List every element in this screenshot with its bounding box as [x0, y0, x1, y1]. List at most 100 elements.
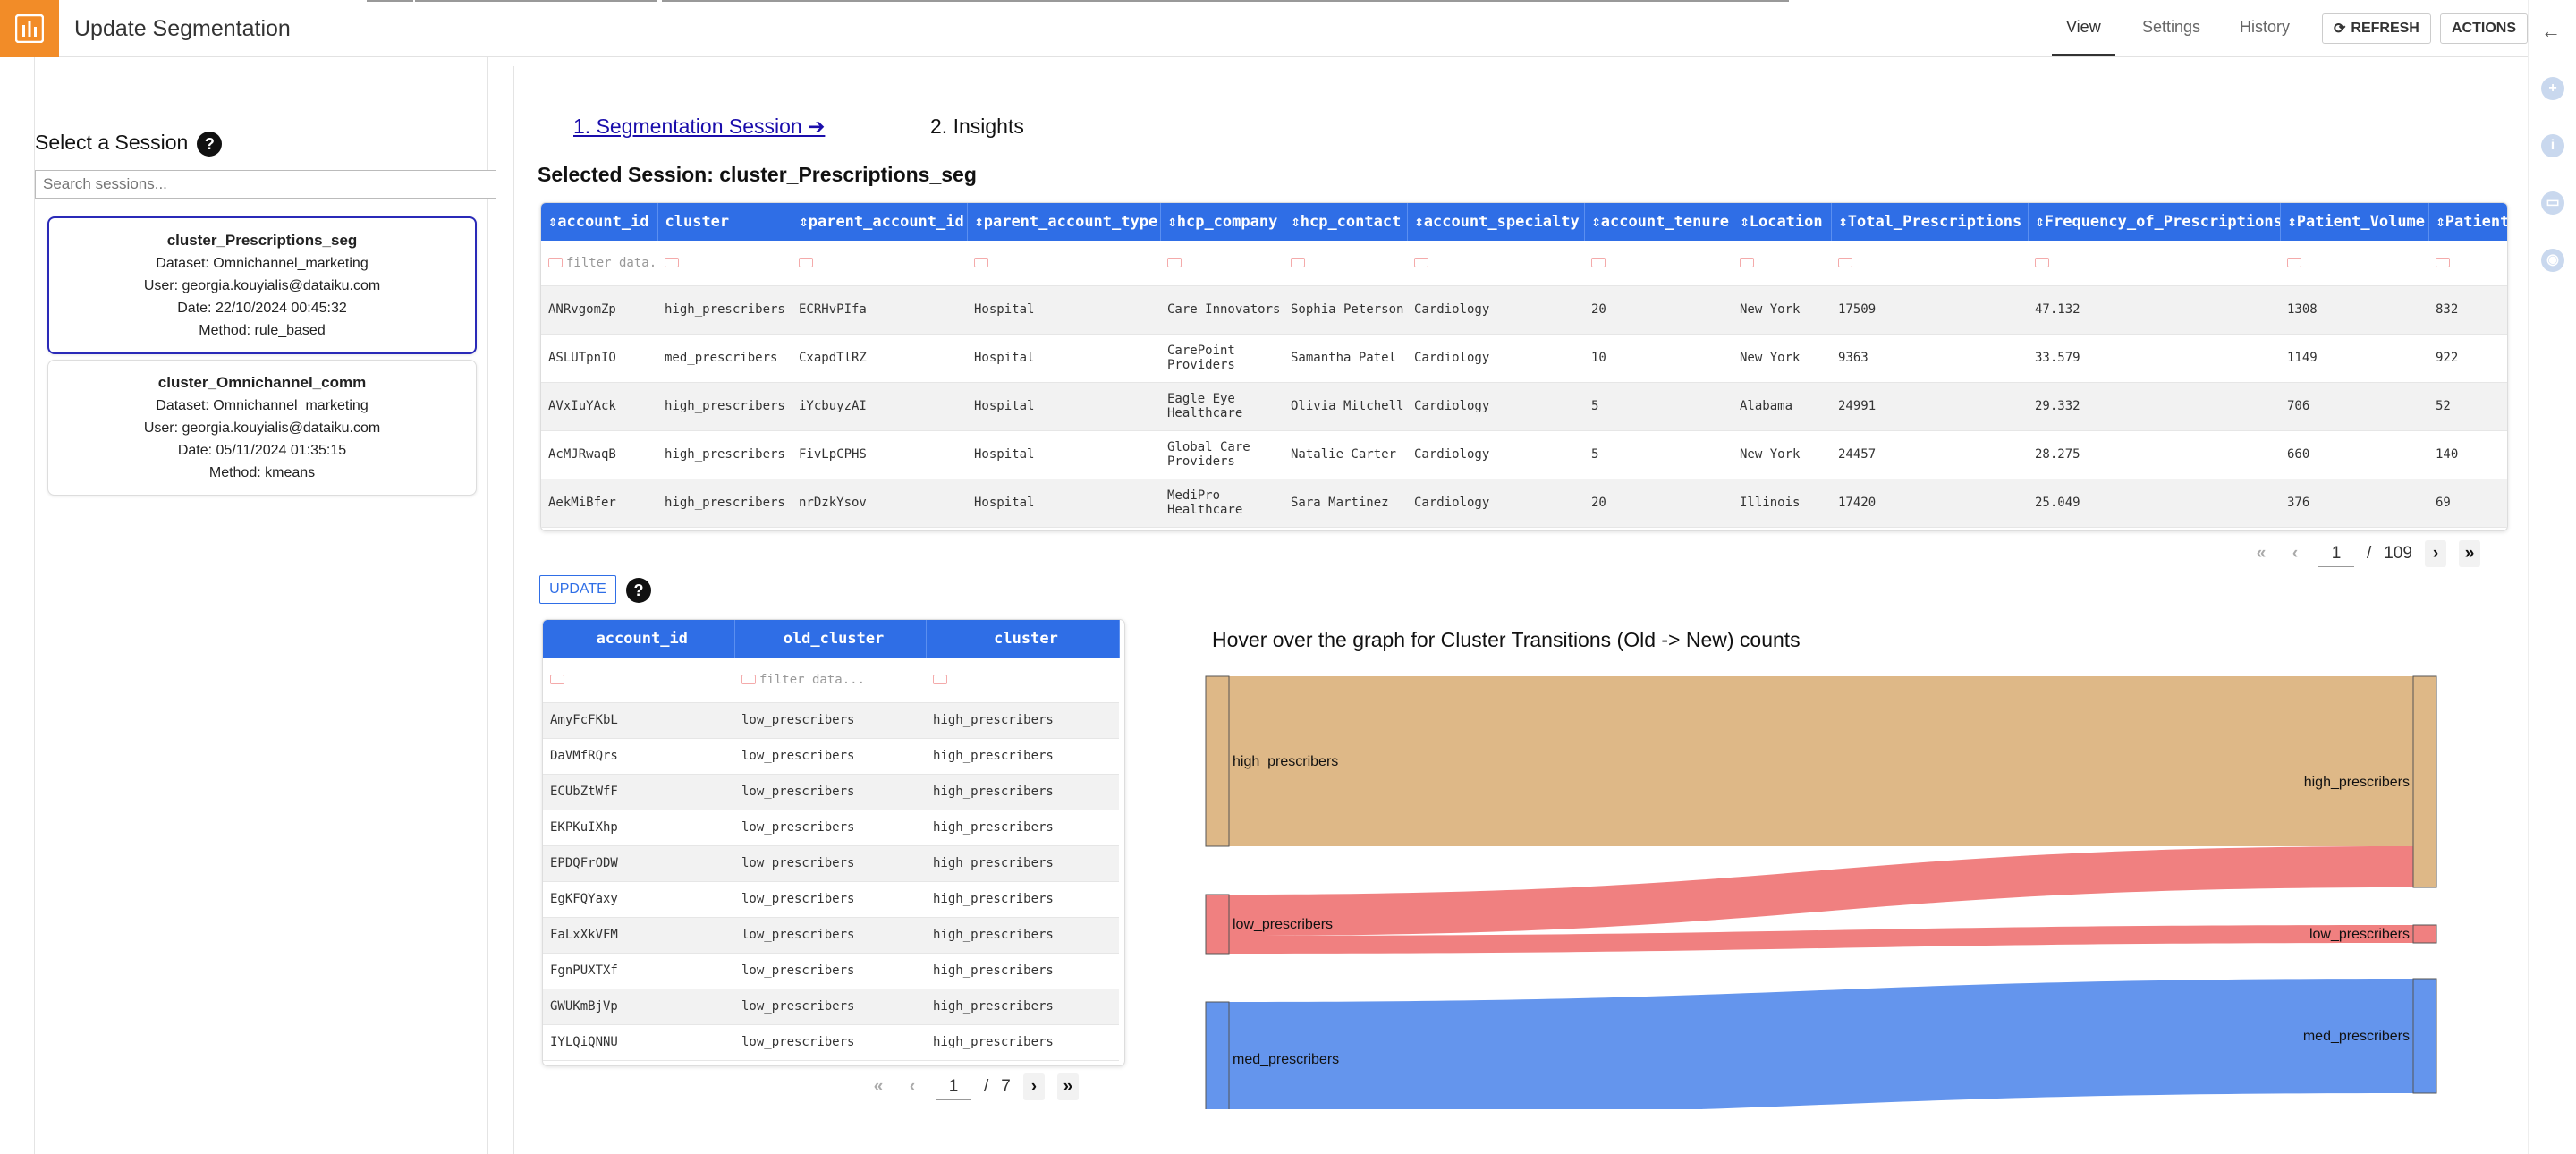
tab-settings[interactable]: Settings: [2142, 18, 2201, 36]
filter-icon: [1838, 258, 1852, 268]
update-help-icon[interactable]: ?: [626, 578, 651, 603]
last-page-icon[interactable]: »: [2458, 540, 2480, 567]
filter-cell[interactable]: [2428, 241, 2507, 286]
sankey-source-node[interactable]: [1205, 894, 1230, 955]
session-card[interactable]: cluster_Prescriptions_seg Dataset: Omnic…: [47, 216, 477, 354]
top-decor-line: [415, 0, 657, 2]
table-row[interactable]: EKPKuIXhp low_prescribers high_prescribers: [543, 810, 1119, 846]
chat-icon[interactable]: ▭: [2541, 191, 2564, 215]
column-header[interactable]: ⇕Patients_: [2428, 203, 2507, 241]
table-row[interactable]: AekMiBfer high_prescribers nrDzkYsov Hospit…: [541, 479, 2507, 528]
table-row[interactable]: ECUbZtWfF low_prescribers high_prescribers: [543, 774, 1119, 810]
sankey-link[interactable]: [1229, 925, 2413, 954]
table-row[interactable]: DaVMfRQrs low_prescribers high_prescribers: [543, 738, 1119, 775]
page-input[interactable]: 1: [936, 1073, 971, 1100]
column-header[interactable]: ⇕Frequency_of_Prescriptions: [2028, 203, 2281, 241]
sankey-link[interactable]: [1229, 676, 2413, 846]
sankey-target-node[interactable]: [2412, 978, 2437, 1094]
filter-cell[interactable]: [967, 241, 1160, 286]
filter-cell[interactable]: [1584, 241, 1733, 286]
table-row[interactable]: GWUKmBjVp low_prescribers high_prescribers: [543, 989, 1119, 1025]
help-icon[interactable]: ?: [197, 131, 223, 157]
column-header[interactable]: ⇕Total_Prescriptions: [1831, 203, 2029, 241]
prev-page-icon[interactable]: ‹: [909, 1077, 916, 1096]
filter-cell[interactable]: [1733, 241, 1831, 286]
filter-cell[interactable]: [2280, 241, 2428, 286]
column-header[interactable]: ⇕Patient_Volume: [2280, 203, 2429, 241]
column-header[interactable]: ⇕parent_account_type: [967, 203, 1161, 241]
filter-cell[interactable]: [543, 658, 734, 703]
table-cell: high_prescribers: [926, 989, 1119, 1025]
sankey-chart[interactable]: high_prescribers low_prescribers med_presc…: [1199, 662, 2451, 1109]
session-search-input[interactable]: [35, 170, 496, 199]
filter-cell[interactable]: [1284, 241, 1407, 286]
column-header[interactable]: ⇕hcp_company: [1160, 203, 1284, 241]
first-page-icon[interactable]: «: [2256, 544, 2267, 563]
filter-cell[interactable]: filter data...: [734, 658, 926, 703]
app-logo[interactable]: [0, 0, 59, 57]
next-page-icon[interactable]: ›: [1022, 1073, 1045, 1100]
sankey-link[interactable]: [1229, 979, 2413, 1109]
table-row[interactable]: EPDQFrODW low_prescribers high_prescribers: [543, 845, 1119, 882]
table-cell: 33.579: [2028, 334, 2280, 383]
column-header[interactable]: old_cluster: [734, 620, 927, 658]
column-header[interactable]: ⇕account_id: [541, 203, 658, 241]
tab-view[interactable]: View: [2066, 18, 2101, 36]
column-header[interactable]: ⇕account_specialty: [1407, 203, 1585, 241]
column-header[interactable]: cluster: [926, 620, 1120, 658]
sankey-source-node[interactable]: [1205, 675, 1230, 847]
filter-cell[interactable]: [792, 241, 967, 286]
column-header[interactable]: ⇕hcp_contact: [1284, 203, 1408, 241]
panel-divider: [513, 66, 514, 1154]
column-header[interactable]: cluster: [657, 203, 792, 241]
table-row[interactable]: FaLxXkVFM low_prescribers high_prescribers: [543, 917, 1119, 954]
update-button[interactable]: UPDATE: [539, 575, 616, 604]
filter-cell[interactable]: [1831, 241, 2028, 286]
first-page-icon[interactable]: «: [873, 1077, 884, 1096]
table-cell: 1308: [2280, 285, 2428, 335]
next-page-icon[interactable]: ›: [2424, 540, 2446, 567]
info-icon[interactable]: i: [2541, 134, 2564, 157]
sankey-target-node[interactable]: [2412, 675, 2437, 888]
prev-page-icon[interactable]: ‹: [2292, 544, 2299, 563]
table-cell: Hospital: [967, 479, 1160, 528]
arrow-left-icon[interactable]: ←: [2541, 20, 2561, 42]
page-separator: /: [2367, 544, 2372, 563]
status-icon[interactable]: ◉: [2541, 249, 2564, 272]
table-cell: low_prescribers: [734, 953, 926, 989]
sankey-link[interactable]: [1229, 846, 2413, 936]
last-page-icon[interactable]: »: [1056, 1073, 1079, 1100]
tab-history[interactable]: History: [2240, 18, 2291, 36]
table-row[interactable]: ANRvgomZp high_prescribers ECRHvPIfa Hospit…: [541, 285, 2507, 335]
filter-cell[interactable]: filter data.: [541, 241, 657, 286]
step-insights[interactable]: 2. Insights: [930, 115, 1024, 138]
refresh-button[interactable]: ⟳ REFRESH: [2322, 13, 2431, 44]
sankey-source-node[interactable]: [1205, 1001, 1230, 1109]
column-header[interactable]: ⇕account_tenure: [1584, 203, 1733, 241]
table-row[interactable]: EgKFQYaxy low_prescribers high_prescribers: [543, 881, 1119, 918]
filter-cell[interactable]: [657, 241, 792, 286]
table-cell: Hospital: [967, 382, 1160, 431]
chart-app-icon: [15, 14, 44, 43]
filter-icon: [2287, 258, 2301, 268]
filter-cell[interactable]: [2028, 241, 2280, 286]
table-row[interactable]: FgnPUXTXf low_prescribers high_prescribers: [543, 953, 1119, 989]
step-segmentation-session-link[interactable]: 1. Segmentation Session ➔: [573, 115, 826, 138]
table-row[interactable]: AmyFcFKbL low_prescribers high_prescribers: [543, 702, 1119, 739]
actions-button[interactable]: ACTIONS: [2440, 13, 2528, 44]
table-row[interactable]: ASLUTpnIO med_prescribers CxapdTlRZ Hospita…: [541, 334, 2507, 383]
filter-cell[interactable]: [1160, 241, 1284, 286]
filter-cell[interactable]: [926, 658, 1119, 703]
plus-icon[interactable]: +: [2541, 77, 2564, 100]
sankey-source-label: high_prescribers: [1233, 754, 1338, 769]
session-card[interactable]: cluster_Omnichannel_comm Dataset: Omnich…: [47, 360, 477, 496]
filter-cell[interactable]: [1407, 241, 1584, 286]
table-row[interactable]: IYLQiQNNU low_prescribers high_prescribers: [543, 1024, 1119, 1061]
sankey-target-node[interactable]: [2412, 924, 2437, 944]
table-row[interactable]: AVxIuYAck high_prescribers iYcbuyzAI Hospit…: [541, 382, 2507, 431]
page-input[interactable]: 1: [2318, 540, 2354, 567]
column-header[interactable]: ⇕Location: [1733, 203, 1832, 241]
column-header[interactable]: ⇕parent_account_id: [792, 203, 968, 241]
column-header[interactable]: account_id: [543, 620, 735, 658]
table-row[interactable]: AcMJRwaqB high_prescribers FivLpCPHS Hospit…: [541, 430, 2507, 479]
